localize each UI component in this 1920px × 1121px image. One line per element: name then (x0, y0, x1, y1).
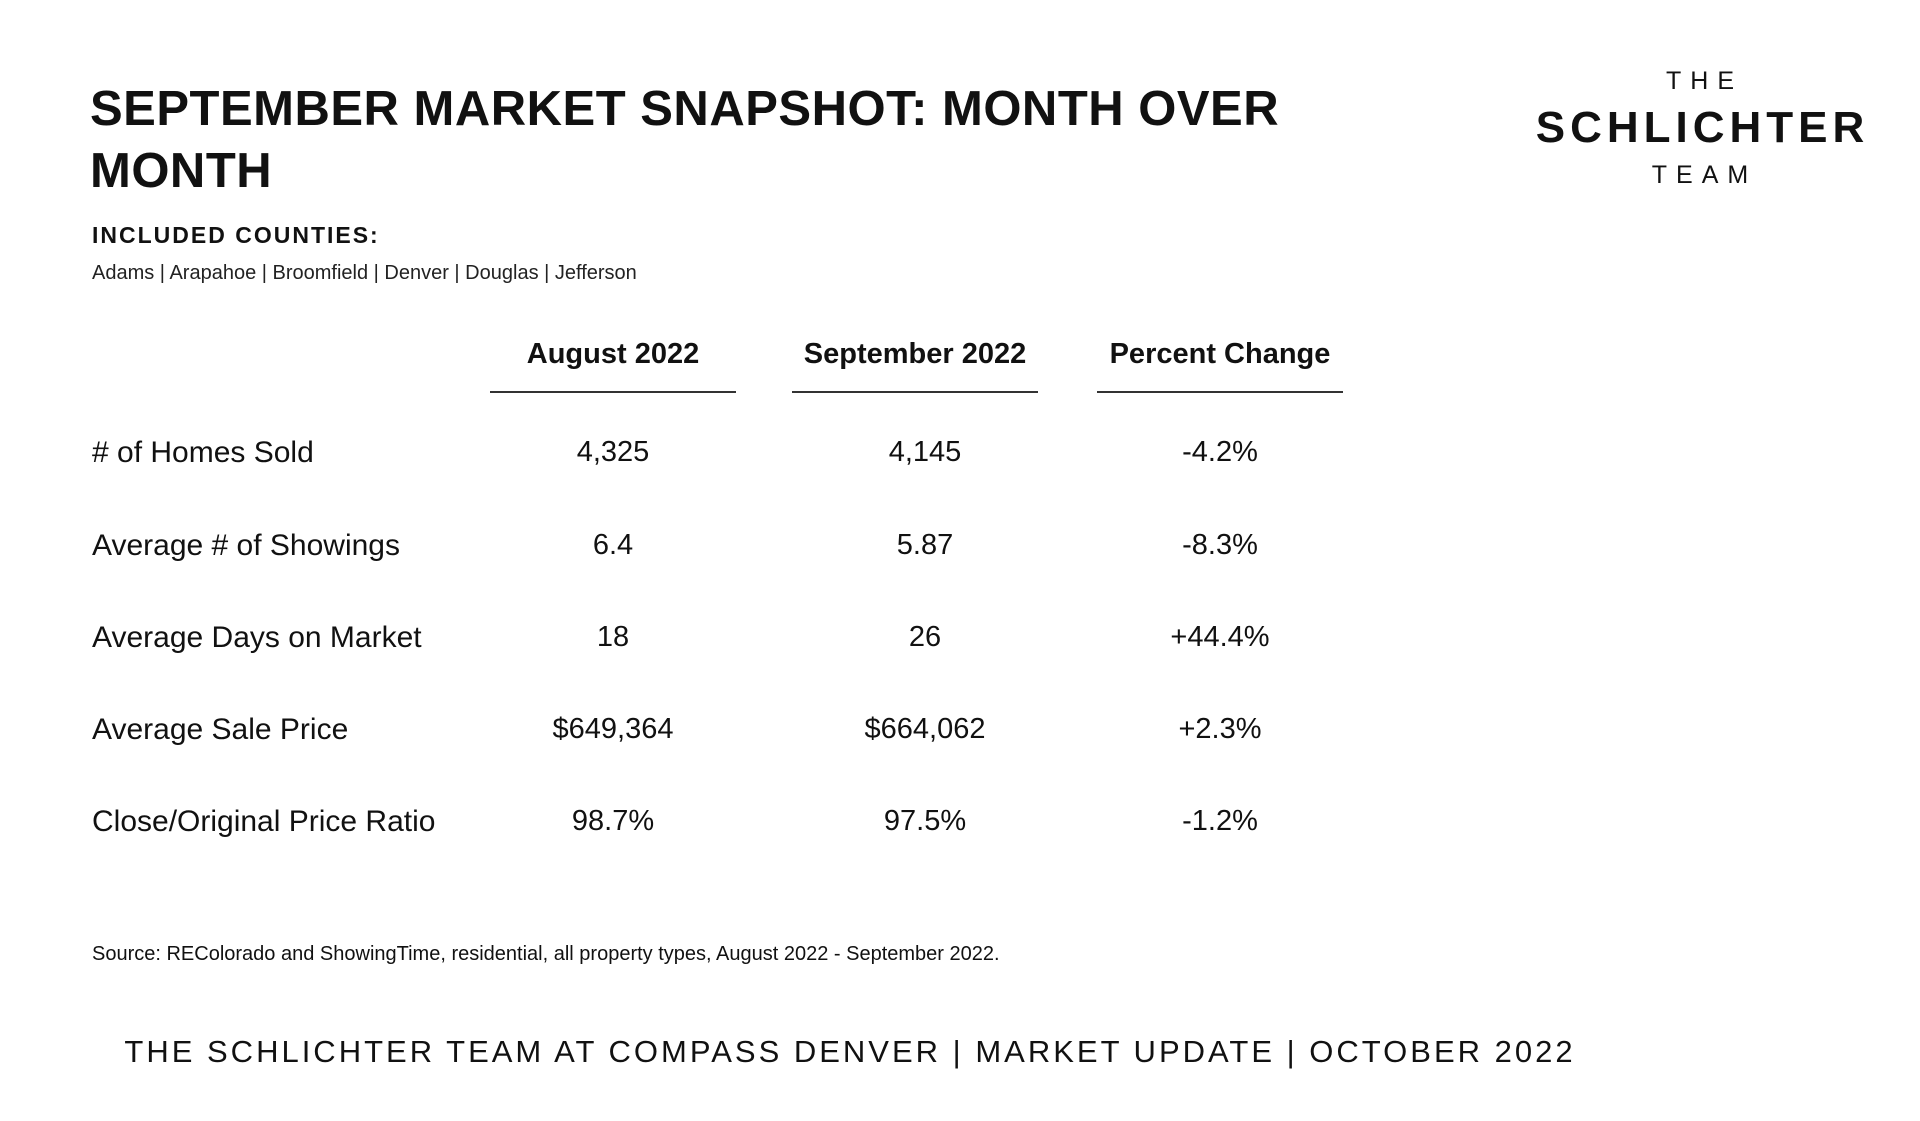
table-row: # of Homes Sold 4,325 4,145 -4.2% (0, 436, 1400, 480)
cell-percent-change: -8.3% (1182, 529, 1258, 561)
source-note: Source: REColorado and ShowingTime, resi… (92, 943, 1000, 965)
row-label: # of Homes Sold (92, 436, 314, 469)
cell-percent-change: -4.2% (1182, 436, 1258, 468)
cell-august: $649,364 (552, 713, 674, 745)
cell-september: 4,145 (888, 436, 962, 468)
cell-september: 5.87 (896, 529, 954, 561)
row-label: Average # of Showings (92, 529, 400, 562)
cell-september: $664,062 (864, 713, 986, 745)
cell-august: 18 (596, 621, 630, 653)
logo-line-team: TEAM (1651, 161, 1758, 189)
logo-line-the: THE (1666, 67, 1743, 95)
logo-line-schlichter: SCHLICHTER (1535, 103, 1870, 152)
table-row: Close/Original Price Ratio 98.7% 97.5% -… (0, 805, 1400, 849)
row-label: Average Sale Price (92, 713, 349, 746)
counties-list: Adams | Arapahoe | Broomfield | Denver |… (92, 262, 637, 284)
cell-september: 26 (908, 621, 942, 653)
footer-banner: THE SCHLICHTER TEAM AT COMPASS DENVER | … (124, 1034, 1576, 1069)
cell-percent-change: +44.4% (1170, 621, 1270, 653)
counties-heading: INCLUDED COUNTIES: (92, 222, 380, 248)
cell-percent-change: -1.2% (1182, 805, 1258, 837)
row-label: Close/Original Price Ratio (92, 805, 436, 838)
column-header-percent-change: Percent Change (1097, 338, 1343, 393)
cell-august: 6.4 (592, 529, 634, 561)
column-header-september: September 2022 (792, 338, 1038, 393)
column-header-august: August 2022 (490, 338, 736, 393)
page-title: SEPTEMBER MARKET SNAPSHOT: MONTH OVER MO… (90, 82, 1280, 198)
team-logo: THE SCHLICHTER TEAM (1530, 64, 1870, 192)
cell-august: 4,325 (576, 436, 650, 468)
cell-september: 97.5% (883, 805, 967, 837)
cell-august: 98.7% (571, 805, 655, 837)
table-row: Average Sale Price $649,364 $664,062 +2.… (0, 713, 1400, 757)
table-row: Average Days on Market 18 26 +44.4% (0, 621, 1400, 665)
row-label: Average Days on Market (92, 621, 422, 654)
cell-percent-change: +2.3% (1178, 713, 1262, 745)
table-row: Average # of Showings 6.4 5.87 -8.3% (0, 529, 1400, 573)
